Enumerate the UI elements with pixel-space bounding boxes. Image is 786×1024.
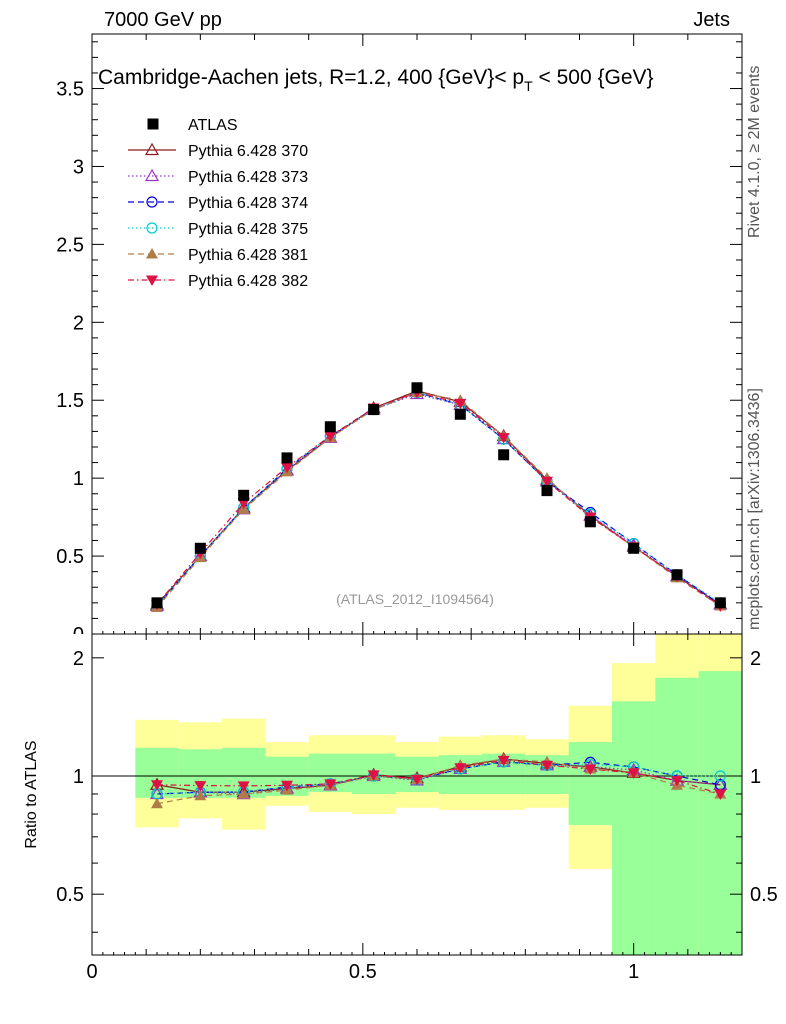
main-y-tick-label: 3.5 xyxy=(56,79,84,101)
ratio-series-point-5 xyxy=(324,779,337,790)
main-series-point-5 xyxy=(454,398,467,410)
main-series-point-5 xyxy=(324,431,337,443)
atlas-data-point xyxy=(324,421,336,433)
legend-label-1: Pythia 6.428 373 xyxy=(188,169,308,186)
main-series-point-5 xyxy=(281,462,293,474)
ratio-series-point-5 xyxy=(281,780,293,792)
ratio-y-axis-label: Ratio to ATLAS xyxy=(23,740,40,848)
atlas-data-point xyxy=(671,569,683,581)
legend-marker-0 xyxy=(144,142,160,156)
atlas-data-point xyxy=(368,404,380,416)
header-right: Jets xyxy=(693,9,730,31)
main-y-tick-label: 1.5 xyxy=(56,390,84,412)
ratio-y-tick-label: 1 xyxy=(73,766,84,788)
atlas-data-point xyxy=(584,516,596,528)
main-y-tick-label: 2.5 xyxy=(56,234,84,256)
ratio-series-point-5 xyxy=(237,781,250,792)
ratio-series-point-4 xyxy=(194,789,207,801)
ratio-series-point-5 xyxy=(714,789,727,800)
atlas-data-point xyxy=(281,452,293,464)
ratio-y-tick-label-right: 2 xyxy=(750,648,761,670)
atlas-data-point xyxy=(238,489,250,501)
legend-label-3: Pythia 6.428 375 xyxy=(188,221,308,238)
legend-marker-2 xyxy=(146,196,158,208)
ratio-y-tick-label: 0.5 xyxy=(56,884,84,906)
ratio-series-point-5 xyxy=(584,764,597,776)
atlas-data-point xyxy=(454,408,466,420)
legend-label-atlas: ATLAS xyxy=(188,117,238,134)
legend-label-5: Pythia 6.428 382 xyxy=(188,273,308,290)
legend-label-4: Pythia 6.428 381 xyxy=(188,247,308,264)
main-series-point-5 xyxy=(541,476,553,488)
main-y-tick-label: 2 xyxy=(73,312,84,334)
atlas-data-point xyxy=(628,542,640,554)
x-tick-label: 0 xyxy=(86,961,97,983)
atlas-data-point xyxy=(194,542,206,554)
ratio-series-point-5 xyxy=(497,755,510,767)
atlas-data-point xyxy=(411,382,423,394)
x-tick-label: 1 xyxy=(628,961,639,983)
ratio-y-tick-label-right: 0.5 xyxy=(750,884,778,906)
ratio-series-point-3 xyxy=(714,770,726,782)
band-green-13 xyxy=(698,671,742,955)
ratio-series-point-5 xyxy=(671,776,683,787)
ratio-y-tick-label: 2 xyxy=(73,648,84,670)
ratio-series-point-5 xyxy=(367,770,380,781)
ratio-series-point-5 xyxy=(411,774,423,786)
ratio-series-point-4 xyxy=(151,797,163,809)
atlas-data-point xyxy=(714,597,726,609)
legend-label-0: Pythia 6.428 370 xyxy=(188,143,308,160)
main-series-group xyxy=(149,382,728,613)
ratio-y-tick-label-right: 1 xyxy=(750,766,761,788)
ratio-series-group xyxy=(149,751,728,809)
legend-marker-4 xyxy=(146,248,158,259)
band-green-12 xyxy=(655,677,699,955)
band-green-10 xyxy=(568,742,612,826)
main-y-tick-label: 3 xyxy=(73,156,84,178)
legend-marker-1 xyxy=(144,168,160,182)
legend-marker-atlas xyxy=(147,118,159,130)
ratio-series-line-3 xyxy=(156,761,721,795)
analysis-watermark: (ATLAS_2012_I1094564) xyxy=(336,591,494,607)
chart-title: Cambridge-Aachen jets, R=1.2, 400 {GeV}<… xyxy=(98,66,654,94)
main-y-tick-label: 1 xyxy=(73,468,84,490)
atlas-data-point xyxy=(498,449,510,461)
ratio-series-point-5 xyxy=(454,763,467,774)
main-series-line-4 xyxy=(156,391,721,608)
atlas-data-point xyxy=(151,597,163,609)
main-y-tick-label: 0 xyxy=(73,624,84,646)
ratio-series-point-5 xyxy=(151,780,163,791)
ratio-series-point-5 xyxy=(541,760,553,772)
band-green-11 xyxy=(612,701,656,955)
legend-label-2: Pythia 6.428 374 xyxy=(188,195,308,212)
atlas-data-point xyxy=(541,485,553,497)
header-left: 7000 GeV pp xyxy=(104,9,222,31)
main-series-point-5 xyxy=(237,498,250,510)
ratio-series-point-4 xyxy=(237,788,250,799)
legend-marker-3 xyxy=(146,222,158,234)
ratio-series-point-5 xyxy=(627,768,640,779)
ratio-series-point-5 xyxy=(194,781,207,792)
legend-marker-5 xyxy=(146,275,158,286)
legend: ATLAS Pythia 6.428 370 Pythia 6.428 373 Pyt… xyxy=(128,117,308,290)
main-series-line-3 xyxy=(156,391,721,607)
ratio-series-line-5 xyxy=(156,759,721,795)
main-y-tick-label: 0.5 xyxy=(56,546,84,568)
x-tick-label: 0.5 xyxy=(349,961,377,983)
main-series-point-5 xyxy=(497,433,510,444)
